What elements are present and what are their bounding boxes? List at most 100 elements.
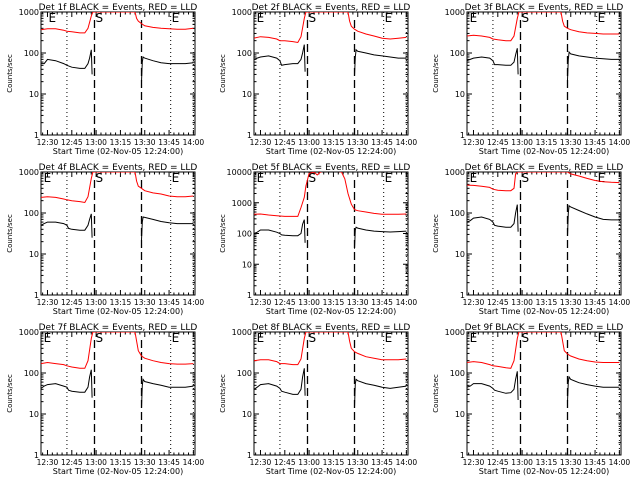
- panel-title: Det 3f BLACK = Events, RED = LLD: [465, 3, 624, 13]
- panel-det-6: Det 6f BLACK = Events, RED = LLD 1 10 100 10…: [432, 163, 630, 316]
- marker-S: S: [95, 11, 103, 25]
- x-tick-label: 13:00: [511, 298, 533, 307]
- x-tick-label: 13:00: [298, 458, 320, 467]
- x-tick-label: 12:30: [250, 458, 272, 467]
- panel-title: Det 1f BLACK = Events, RED = LLD: [39, 3, 198, 13]
- x-tick-label: 12:45: [487, 298, 509, 307]
- marker-E-end: E: [385, 11, 393, 25]
- x-tick-label: 12:30: [463, 298, 485, 307]
- x-tick-label: 12:45: [61, 298, 83, 307]
- series-line-events: [254, 44, 407, 76]
- marker-S: S: [521, 331, 529, 345]
- y-axis-label: Counts/sec: [432, 54, 440, 93]
- y-tick-label: 10000: [227, 168, 252, 177]
- x-tick-label: 13:00: [85, 458, 107, 467]
- x-tick-label: 12:30: [37, 298, 59, 307]
- y-tick-label: 10: [242, 90, 252, 99]
- x-tick-label: 13:00: [85, 138, 107, 147]
- y-tick-label: 10: [455, 410, 465, 419]
- series-line-lld: [467, 12, 620, 42]
- panel-title: Det 7f BLACK = Events, RED = LLD: [39, 323, 198, 333]
- x-tick-label: 13:00: [298, 298, 320, 307]
- y-axis-label: Counts/sec: [6, 54, 14, 93]
- marker-S: S: [521, 11, 529, 25]
- y-axis-label: Counts/sec: [219, 54, 227, 93]
- series-line-lld: [467, 332, 620, 369]
- y-tick-label: 1000: [232, 199, 252, 208]
- series-line-events: [41, 49, 194, 82]
- marker-E-start: E: [48, 11, 56, 25]
- x-tick-label: 13:45: [584, 298, 606, 307]
- x-tick-label: 12:45: [274, 138, 296, 147]
- series-line-lld: [41, 12, 194, 34]
- y-tick-label: 100: [450, 49, 465, 58]
- y-tick-label: 100: [24, 49, 39, 58]
- x-axis-label: Start Time (02-Nov-05 12:24:00): [53, 147, 183, 156]
- y-tick-label: 10: [242, 260, 252, 269]
- x-tick-label: 13:15: [323, 298, 345, 307]
- panel-title: Det 9f BLACK = Events, RED = LLD: [465, 323, 624, 333]
- series-line-lld: [254, 332, 407, 366]
- y-tick-label: 100: [450, 209, 465, 218]
- x-tick-label: 13:30: [347, 138, 369, 147]
- x-tick-label: 14:00: [396, 298, 418, 307]
- x-tick-label: 13:15: [110, 298, 132, 307]
- marker-E-end: E: [172, 11, 180, 25]
- y-tick-label: 100: [24, 209, 39, 218]
- y-tick-label: 1000: [445, 168, 465, 177]
- y-axis-label: Counts/sec: [6, 214, 14, 253]
- x-tick-label: 13:15: [536, 298, 558, 307]
- y-axis-label: Counts/sec: [219, 214, 227, 253]
- x-tick-label: 12:30: [250, 138, 272, 147]
- x-tick-label: 13:15: [323, 458, 345, 467]
- y-axis-label: Counts/sec: [432, 374, 440, 413]
- plot-frame: [466, 331, 622, 456]
- y-tick-label: 1: [34, 291, 39, 300]
- x-tick-label: 13:30: [134, 458, 156, 467]
- x-tick-label: 13:15: [110, 138, 132, 147]
- y-tick-label: 1000: [445, 328, 465, 337]
- y-tick-label: 10: [242, 410, 252, 419]
- y-tick-label: 10: [455, 90, 465, 99]
- x-tick-label: 12:45: [487, 138, 509, 147]
- y-tick-label: 1: [34, 131, 39, 140]
- x-tick-label: 12:45: [274, 298, 296, 307]
- y-tick-label: 1000: [19, 8, 39, 17]
- y-tick-label: 1000: [232, 328, 252, 337]
- x-tick-label: 13:45: [371, 138, 393, 147]
- x-tick-label: 13:45: [371, 458, 393, 467]
- x-tick-label: 13:30: [134, 138, 156, 147]
- x-tick-label: 13:45: [584, 138, 606, 147]
- x-tick-label: 13:00: [298, 138, 320, 147]
- y-tick-label: 10: [29, 410, 39, 419]
- series-line-events: [254, 368, 407, 407]
- y-tick-label: 100: [237, 369, 252, 378]
- x-axis-label: Start Time (02-Nov-05 12:24:00): [266, 307, 396, 316]
- panel-det-2: Det 2f BLACK = Events, RED = LLD 1 10 100 10…: [219, 3, 417, 156]
- x-tick-label: 13:30: [347, 298, 369, 307]
- x-tick-label: 13:00: [511, 138, 533, 147]
- marker-S: S: [308, 331, 316, 345]
- x-tick-label: 13:30: [347, 458, 369, 467]
- panel-det-4: Det 4f BLACK = Events, RED = LLD 1 10 100 10…: [6, 163, 204, 316]
- x-tick-label: 12:30: [37, 138, 59, 147]
- x-axis-label: Start Time (02-Nov-05 12:24:00): [479, 307, 609, 316]
- series-line-lld: [467, 172, 620, 192]
- y-tick-label: 100: [24, 369, 39, 378]
- panel-det-1: Det 1f BLACK = Events, RED = LLD 1 10 100 10…: [6, 3, 204, 156]
- panel-det-9: Det 9f BLACK = Events, RED = LLD 1 10 100 10…: [432, 323, 630, 476]
- marker-E-start: E: [257, 171, 265, 185]
- marker-E-end: E: [172, 171, 180, 185]
- marker-E-start: E: [44, 331, 52, 345]
- plot-frame: [40, 331, 196, 456]
- x-tick-label: 13:15: [323, 138, 345, 147]
- series-line-events: [41, 213, 194, 241]
- marker-E-start: E: [470, 331, 478, 345]
- x-axis-label: Start Time (02-Nov-05 12:24:00): [266, 147, 396, 156]
- x-tick-label: 14:00: [609, 458, 631, 467]
- panel-title: Det 2f BLACK = Events, RED = LLD: [252, 3, 411, 13]
- y-axis-label: Counts/sec: [219, 374, 227, 413]
- plot-frame: [466, 171, 622, 296]
- x-tick-label: 13:45: [158, 298, 180, 307]
